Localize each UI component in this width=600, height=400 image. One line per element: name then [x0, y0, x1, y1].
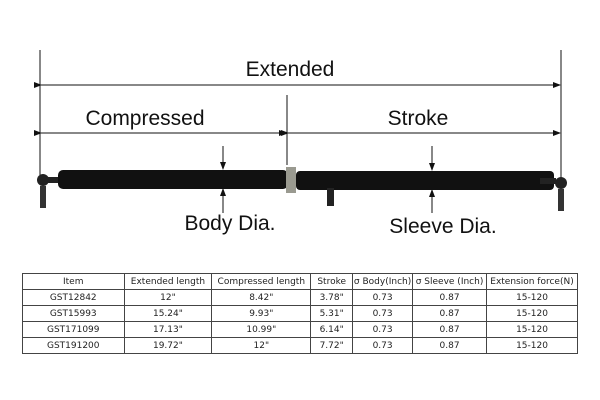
cell: GST191200 — [22, 337, 125, 354]
cell: 9.93" — [211, 305, 312, 322]
cell: 0.87 — [412, 305, 488, 322]
cell: 0.73 — [352, 321, 414, 338]
cell: 8.42" — [211, 289, 312, 306]
gas-strut-diagram: Extended Compressed Stroke Body Dia. Sle… — [34, 50, 567, 238]
cell: 15-120 — [486, 337, 578, 354]
cell: 12" — [211, 337, 312, 354]
sleeve-dia-label: Sleeve Dia. — [389, 215, 496, 238]
table-header-row: Item Extended length Compressed length S… — [22, 273, 578, 290]
cell: 0.87 — [412, 289, 488, 306]
cell: 0.73 — [352, 289, 414, 306]
cell: GST15993 — [22, 305, 125, 322]
cell: 15-120 — [486, 289, 578, 306]
table-row: GST12842 12" 8.42" 3.78" 0.73 0.87 15-120 — [22, 289, 578, 306]
header-extended-length: Extended length — [123, 273, 213, 290]
sleeve-tube — [296, 171, 554, 190]
table-row: GST15993 15.24" 9.93" 5.31" 0.73 0.87 15-120 — [22, 305, 578, 322]
table-row: GST171099 17.13" 10.99" 6.14" 0.73 0.87 15-120 — [22, 321, 578, 338]
header-sleeve: σ Sleeve (Inch) — [412, 273, 488, 290]
cell: 15-120 — [486, 321, 578, 338]
stroke-label: Stroke — [388, 107, 449, 130]
cell: 15-120 — [486, 305, 578, 322]
left-ball-end — [37, 174, 49, 186]
cell: 0.73 — [352, 305, 414, 322]
table-row: GST191200 19.72" 12" 7.72" 0.73 0.87 15-120 — [22, 337, 578, 354]
header-compressed-length: Compressed length — [211, 273, 312, 290]
cell: 0.87 — [412, 337, 488, 354]
header-item: Item — [22, 273, 125, 290]
body-dia-label: Body Dia. — [184, 212, 275, 235]
cell: 7.72" — [310, 337, 354, 354]
compressed-label: Compressed — [85, 107, 204, 130]
collar — [286, 167, 296, 193]
cell: 10.99" — [211, 321, 312, 338]
header-stroke: Stroke — [310, 273, 354, 290]
cell: 15.24" — [123, 305, 213, 322]
cell: 3.78" — [310, 289, 354, 306]
header-body: σ Body(Inch) — [352, 273, 414, 290]
header-extension-force: Extension force(N) — [486, 273, 578, 290]
cell: 0.73 — [352, 337, 414, 354]
cell: 0.87 — [412, 321, 488, 338]
cell: 12" — [123, 289, 213, 306]
extended-label: Extended — [246, 58, 335, 81]
cell: 5.31" — [310, 305, 354, 322]
cell: 17.13" — [123, 321, 213, 338]
cell: GST12842 — [22, 289, 125, 306]
cell: 19.72" — [123, 337, 213, 354]
spec-table: Item Extended length Compressed length S… — [22, 273, 578, 354]
cell: 6.14" — [310, 321, 354, 338]
gas-strut — [37, 167, 567, 211]
body-tube — [58, 170, 288, 189]
right-ball-end — [555, 177, 567, 189]
cell: GST171099 — [22, 321, 125, 338]
